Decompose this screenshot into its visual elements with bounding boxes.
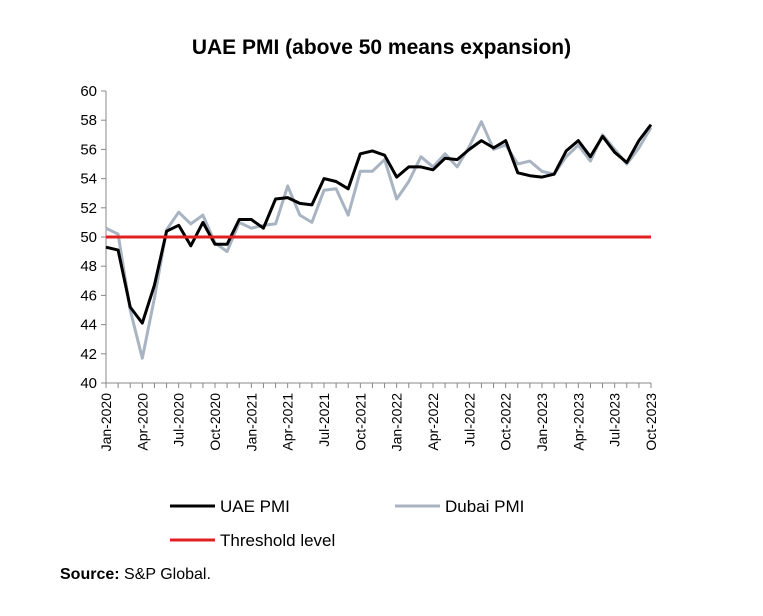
x-tick-label: Oct-2023 (643, 393, 659, 451)
y-tick-label: 58 (80, 112, 97, 129)
y-tick-label: 56 (80, 141, 97, 158)
x-tick-label: Jul-2022 (461, 393, 477, 447)
x-tick-label: Jan-2021 (243, 393, 259, 452)
y-tick-label: 40 (80, 375, 97, 392)
x-tick-label: Apr-2022 (425, 393, 441, 451)
x-tick-label: Jul-2020 (171, 393, 187, 447)
legend-label-uae-pmi: UAE PMI (220, 497, 290, 516)
y-tick-label: 48 (80, 258, 97, 275)
source-text: S&P Global. (124, 566, 211, 583)
x-tick-label: Jul-2023 (607, 393, 623, 447)
legend-label-dubai-pmi: Dubai PMI (445, 497, 524, 516)
x-tick-label: Oct-2020 (207, 393, 223, 451)
y-tick-label: 52 (80, 200, 97, 217)
x-axis: Jan-2020 Apr-2020 Jul-2020 Oct-2020 Jan-2021… (98, 382, 659, 452)
x-tick-label: Apr-2020 (134, 393, 150, 451)
y-tick-label: 50 (80, 229, 97, 246)
x-tick-label: Apr-2023 (570, 393, 586, 451)
y-tick-label: 46 (80, 287, 97, 304)
x-tick-label: Jul-2021 (316, 393, 332, 447)
source-note: Source: S&P Global. (60, 566, 211, 584)
x-tick-label: Jan-2023 (534, 393, 550, 452)
chart-title: UAE PMI (above 50 means expansion) (191, 36, 572, 59)
legend: UAE PMI Dubai PMI Threshold level (170, 497, 524, 550)
y-axis: 40 42 44 46 48 50 52 54 56 58 60 (80, 83, 107, 392)
source-label: Source: (60, 566, 120, 583)
series-layer (105, 120, 653, 360)
y-tick-label: 54 (80, 171, 97, 188)
x-tick-label: Oct-2021 (352, 393, 368, 451)
x-tick-label: Apr-2021 (280, 393, 296, 451)
x-tick-label: Jan-2022 (389, 393, 405, 452)
uae-pmi-line (105, 123, 653, 325)
y-tick-label: 44 (80, 317, 97, 334)
y-tick-label: 42 (80, 346, 97, 363)
x-tick-label: Oct-2022 (498, 393, 514, 451)
legend-label-threshold-level: Threshold level (220, 531, 335, 550)
x-tick-label: Jan-2020 (98, 393, 114, 452)
y-tick-label: 60 (80, 83, 97, 100)
